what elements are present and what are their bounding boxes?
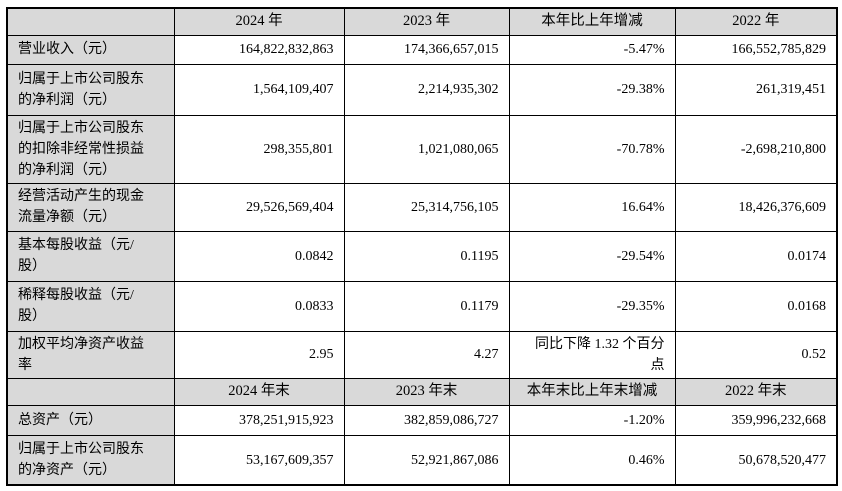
- value-2022: 50,678,520,477: [674, 434, 838, 486]
- column-header-2023: 2023 年: [343, 7, 510, 36]
- column-header-2024: 2024 年: [173, 7, 345, 36]
- table-row-revenue: 营业收入（元） 164,822,832,863 174,366,657,015 …: [6, 34, 838, 65]
- row-label: 加权平均净资产收益 率: [6, 330, 175, 379]
- value-2024: 29,526,569,404: [173, 182, 345, 232]
- column-header-2023-year-end: 2023 年末: [343, 377, 510, 406]
- column-header-year-end-change: 本年末比上年末增减: [508, 377, 676, 406]
- table-header-annual: 2024 年 2023 年 本年比上年增减 2022 年: [6, 7, 838, 36]
- value-change: 同比下降 1.32 个百分 点: [508, 330, 676, 379]
- value-2022: 0.0168: [674, 280, 838, 332]
- value-2024: 1,564,109,407: [173, 63, 345, 116]
- value-2023: 0.1179: [343, 280, 510, 332]
- value-2022: 261,319,451: [674, 63, 838, 116]
- column-header-2024-year-end: 2024 年末: [173, 377, 345, 406]
- header-blank-cell: [6, 377, 175, 406]
- value-2024: 378,251,915,923: [173, 404, 345, 436]
- value-2024: 2.95: [173, 330, 345, 379]
- value-change: 16.64%: [508, 182, 676, 232]
- value-2022: 0.0174: [674, 230, 838, 282]
- value-2022: 0.52: [674, 330, 838, 379]
- value-change: -5.47%: [508, 34, 676, 65]
- value-change: -70.78%: [508, 114, 676, 184]
- value-2023: 1,021,080,065: [343, 114, 510, 184]
- value-2022: -2,698,210,800: [674, 114, 838, 184]
- row-label: 稀释每股收益（元/ 股）: [6, 280, 175, 332]
- value-2023: 382,859,086,727: [343, 404, 510, 436]
- column-header-2022-year-end: 2022 年末: [674, 377, 838, 406]
- table-row-weighted-roe: 加权平均净资产收益 率 2.95 4.27 同比下降 1.32 个百分 点 0.…: [6, 330, 838, 379]
- value-2023: 0.1195: [343, 230, 510, 282]
- value-2024: 53,167,609,357: [173, 434, 345, 486]
- table-row-operating-cash-flow: 经营活动产生的现金 流量净额（元） 29,526,569,404 25,314,…: [6, 182, 838, 232]
- value-2023: 2,214,935,302: [343, 63, 510, 116]
- value-change: -29.38%: [508, 63, 676, 116]
- table-row-basic-eps: 基本每股收益（元/ 股） 0.0842 0.1195 -29.54% 0.017…: [6, 230, 838, 282]
- value-2024: 164,822,832,863: [173, 34, 345, 65]
- value-2022: 166,552,785,829: [674, 34, 838, 65]
- row-label: 归属于上市公司股东 的扣除非经常性损益 的净利润（元）: [6, 114, 175, 184]
- value-2024: 298,355,801: [173, 114, 345, 184]
- value-2023: 174,366,657,015: [343, 34, 510, 65]
- column-header-2022: 2022 年: [674, 7, 838, 36]
- header-blank-cell: [6, 7, 175, 36]
- value-change: -29.35%: [508, 280, 676, 332]
- row-label: 基本每股收益（元/ 股）: [6, 230, 175, 282]
- row-label: 经营活动产生的现金 流量净额（元）: [6, 182, 175, 232]
- row-label: 归属于上市公司股东 的净资产（元）: [6, 434, 175, 486]
- value-change: -1.20%: [508, 404, 676, 436]
- table-row-total-assets: 总资产（元） 378,251,915,923 382,859,086,727 -…: [6, 404, 838, 436]
- row-label: 总资产（元）: [6, 404, 175, 436]
- row-label: 归属于上市公司股东 的净利润（元）: [6, 63, 175, 116]
- value-2024: 0.0833: [173, 280, 345, 332]
- value-2022: 359,996,232,668: [674, 404, 838, 436]
- value-change: -29.54%: [508, 230, 676, 282]
- table-row-diluted-eps: 稀释每股收益（元/ 股） 0.0833 0.1179 -29.35% 0.016…: [6, 280, 838, 332]
- value-2024: 0.0842: [173, 230, 345, 282]
- value-2022: 18,426,376,609: [674, 182, 838, 232]
- row-label: 营业收入（元）: [6, 34, 175, 65]
- table-row-net-assets: 归属于上市公司股东 的净资产（元） 53,167,609,357 52,921,…: [6, 434, 838, 486]
- value-2023: 52,921,867,086: [343, 434, 510, 486]
- value-2023: 25,314,756,105: [343, 182, 510, 232]
- value-change: 0.46%: [508, 434, 676, 486]
- table-header-year-end: 2024 年末 2023 年末 本年末比上年末增减 2022 年末: [6, 377, 838, 406]
- column-header-yoy-change: 本年比上年增减: [508, 7, 676, 36]
- table-row-net-profit: 归属于上市公司股东 的净利润（元） 1,564,109,407 2,214,93…: [6, 63, 838, 116]
- value-2023: 4.27: [343, 330, 510, 379]
- key-financial-data-table: 2024 年 2023 年 本年比上年增减 2022 年 营业收入（元） 164…: [6, 7, 838, 487]
- table-row-net-profit-deducted: 归属于上市公司股东 的扣除非经常性损益 的净利润（元） 298,355,801 …: [6, 114, 838, 184]
